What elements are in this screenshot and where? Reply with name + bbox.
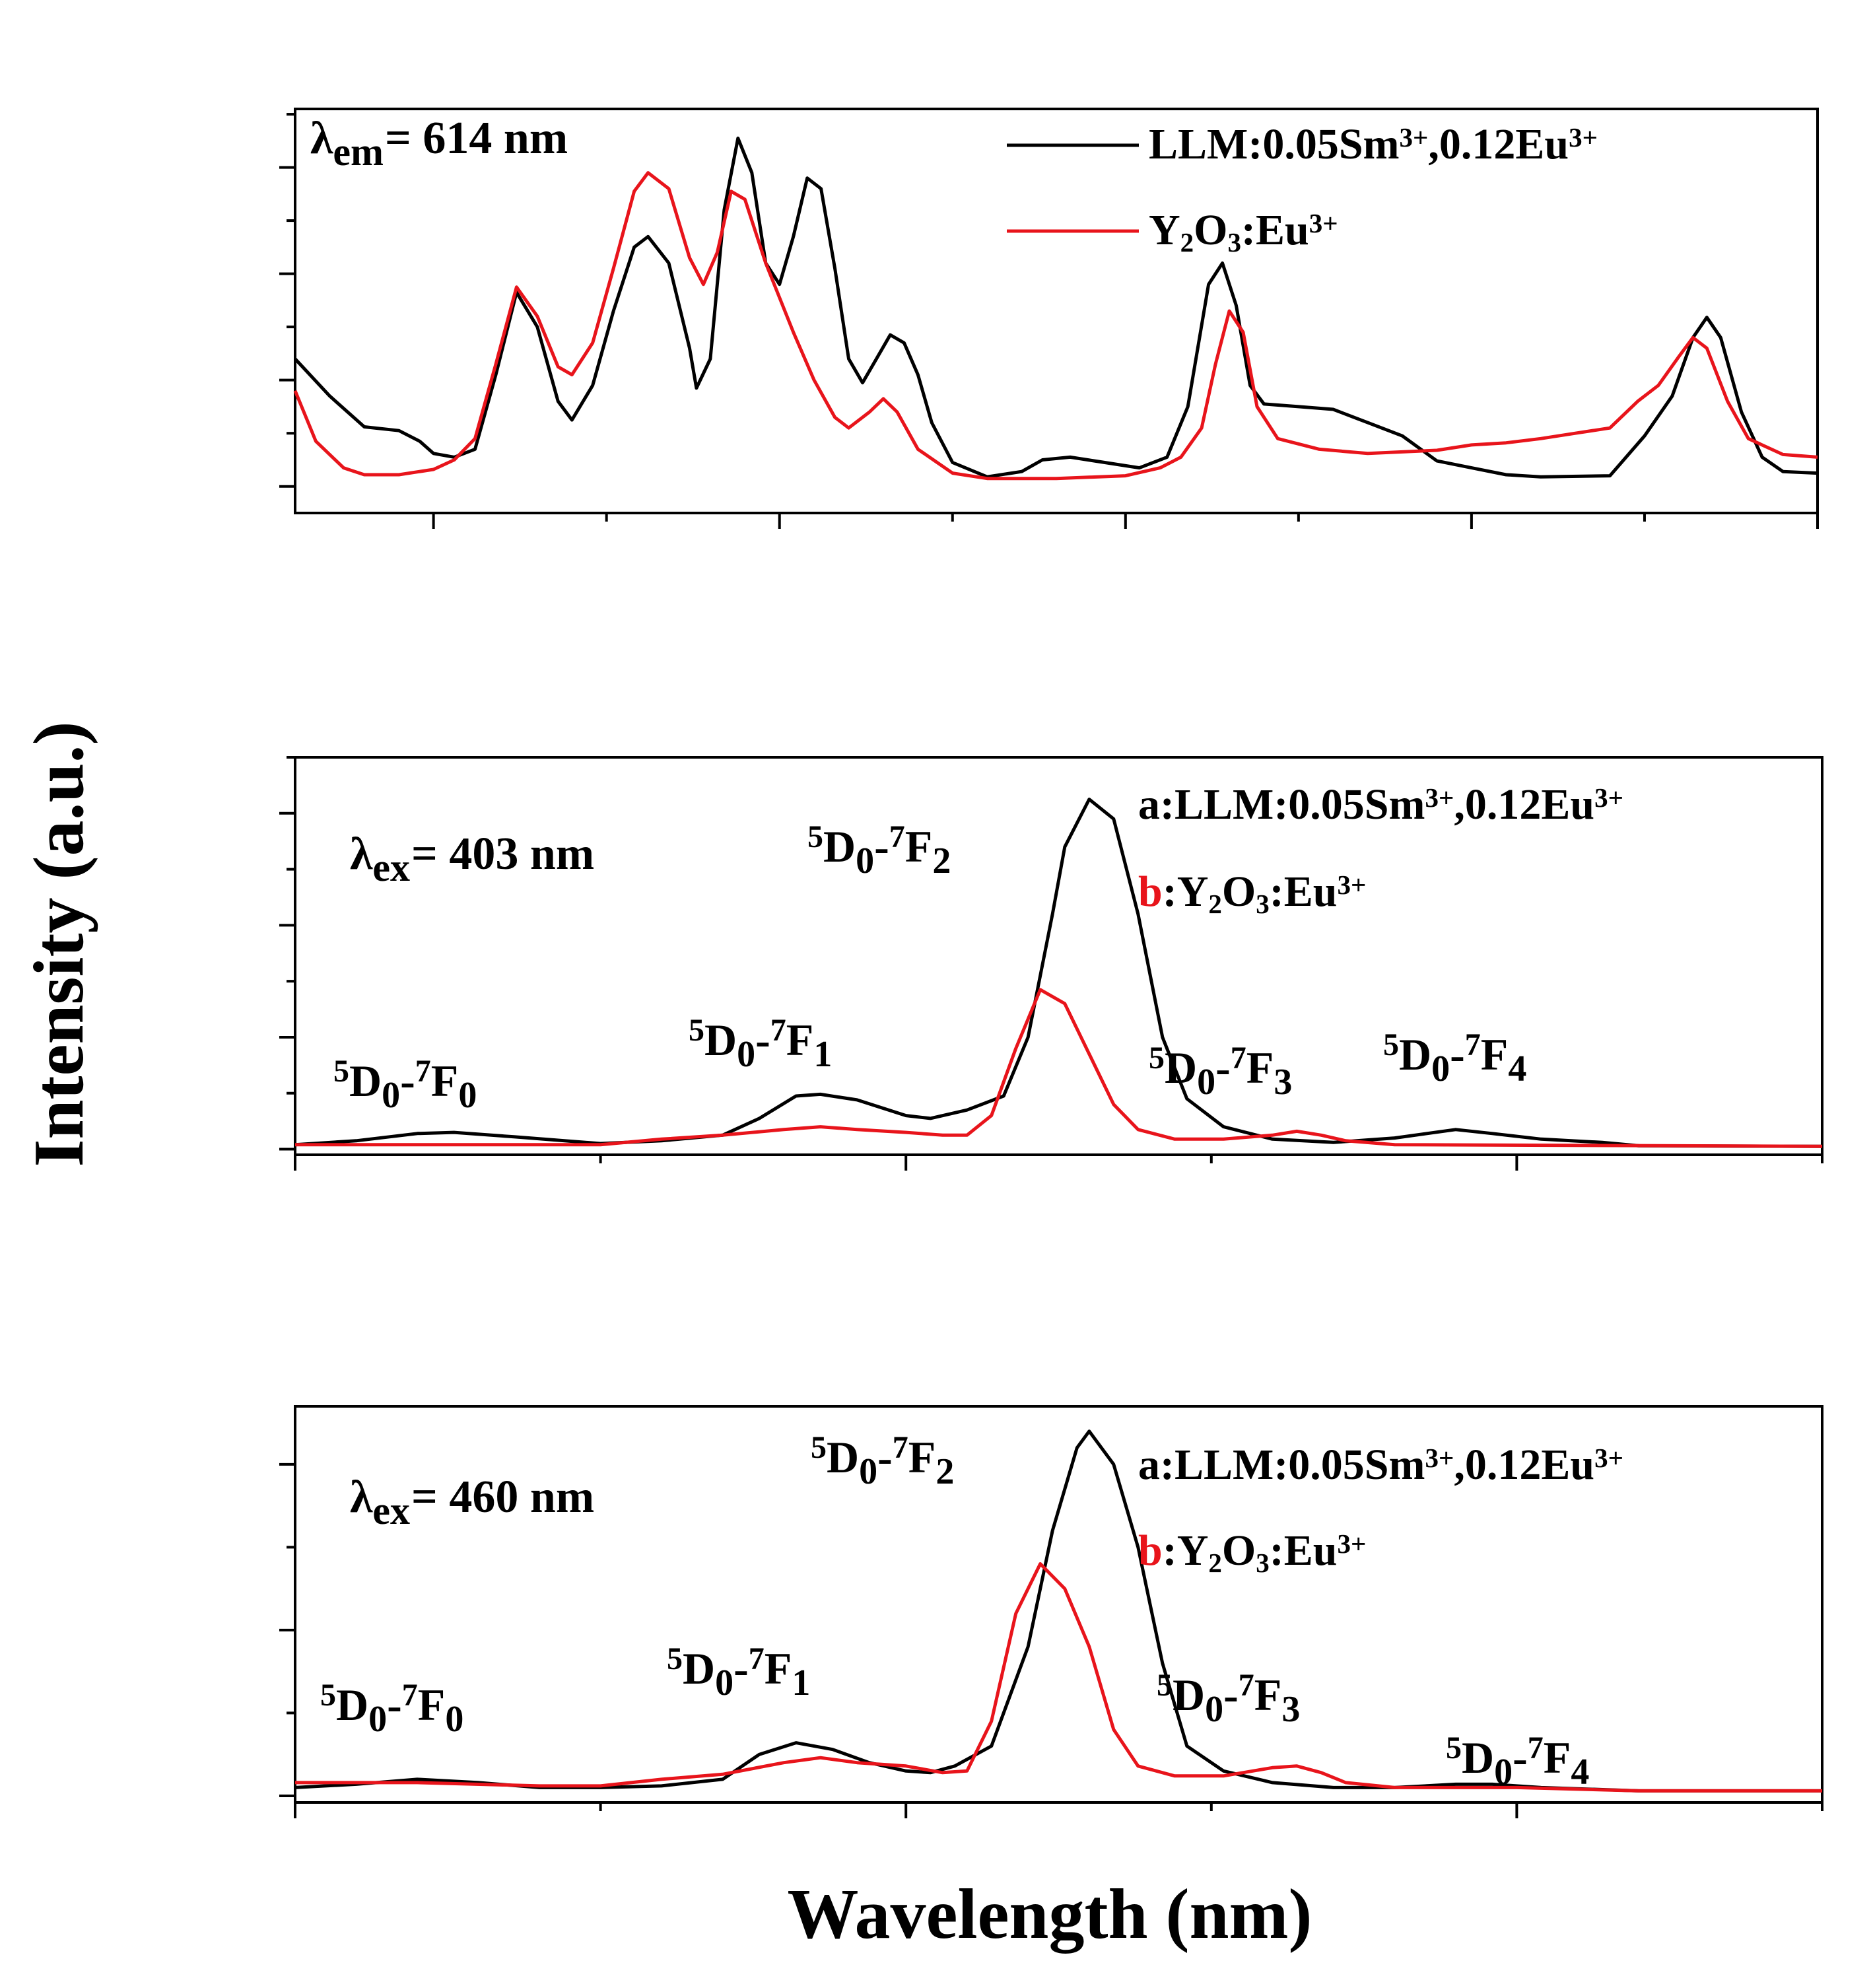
transition-label: 5D0-7F2	[807, 819, 951, 881]
plot-frame	[294, 1405, 1823, 1804]
panel-a: λem= 614 nm LLM:0.05Sm3+,0.12Eu3+ Y2O3:Eu3…	[279, 108, 1819, 529]
excitation-condition: λex= 460 nm	[350, 1472, 594, 1532]
legend-entry: a:LLM:0.05Sm3+,0.12Eu3+	[1138, 1441, 1623, 1489]
transition-label: 5D0-7F1	[667, 1641, 810, 1703]
x-axis-title: Wavelength (nm)	[788, 1875, 1312, 1954]
transition-label: 5D0-7F3	[1149, 1041, 1292, 1102]
series-line-llm	[294, 1429, 1822, 1793]
series-line-y2o3	[295, 988, 1823, 1148]
panel-b: λex= 403 nm a:LLM:0.05Sm3+,0.12Eu3+ b:Y2O3…	[279, 756, 1823, 1171]
transition-label: 5D0-7F3	[1157, 1668, 1300, 1729]
plot-frame	[294, 108, 1819, 514]
transition-label: 5D0-7F4	[1383, 1027, 1526, 1089]
transition-label: 5D0-7F0	[320, 1678, 463, 1739]
legend-entry: b:Y2O3:Eu3+	[1138, 868, 1366, 919]
series-line-llm	[294, 136, 1818, 479]
legend-entry: Y2O3:Eu3+	[1149, 206, 1338, 257]
transition-label: 5D0-7F2	[811, 1430, 954, 1491]
series-line-y2o3	[293, 171, 1818, 481]
transition-label: 5D0-7F0	[333, 1054, 477, 1115]
excitation-condition: λem= 614 nm	[310, 113, 568, 174]
transition-label: 5D0-7F4	[1446, 1731, 1589, 1792]
plot-frame	[294, 756, 1823, 1156]
legend-entry: b:Y2O3:Eu3+	[1138, 1526, 1366, 1578]
series-line-y2o3	[295, 1562, 1822, 1793]
panel-c: λex= 460 nm a:LLM:0.05Sm3+,0.12Eu3+ b:Y2O3…	[279, 1405, 1823, 1818]
legend-entry: a:LLM:0.05Sm3+,0.12Eu3+	[1138, 780, 1623, 829]
transition-label: 5D0-7F1	[689, 1013, 832, 1074]
excitation-condition: λex= 403 nm	[350, 829, 594, 889]
y-axis-title: Intensity (a.u.)	[20, 721, 98, 1167]
legend-entry: LLM:0.05Sm3+,0.12Eu3+	[1149, 120, 1598, 168]
